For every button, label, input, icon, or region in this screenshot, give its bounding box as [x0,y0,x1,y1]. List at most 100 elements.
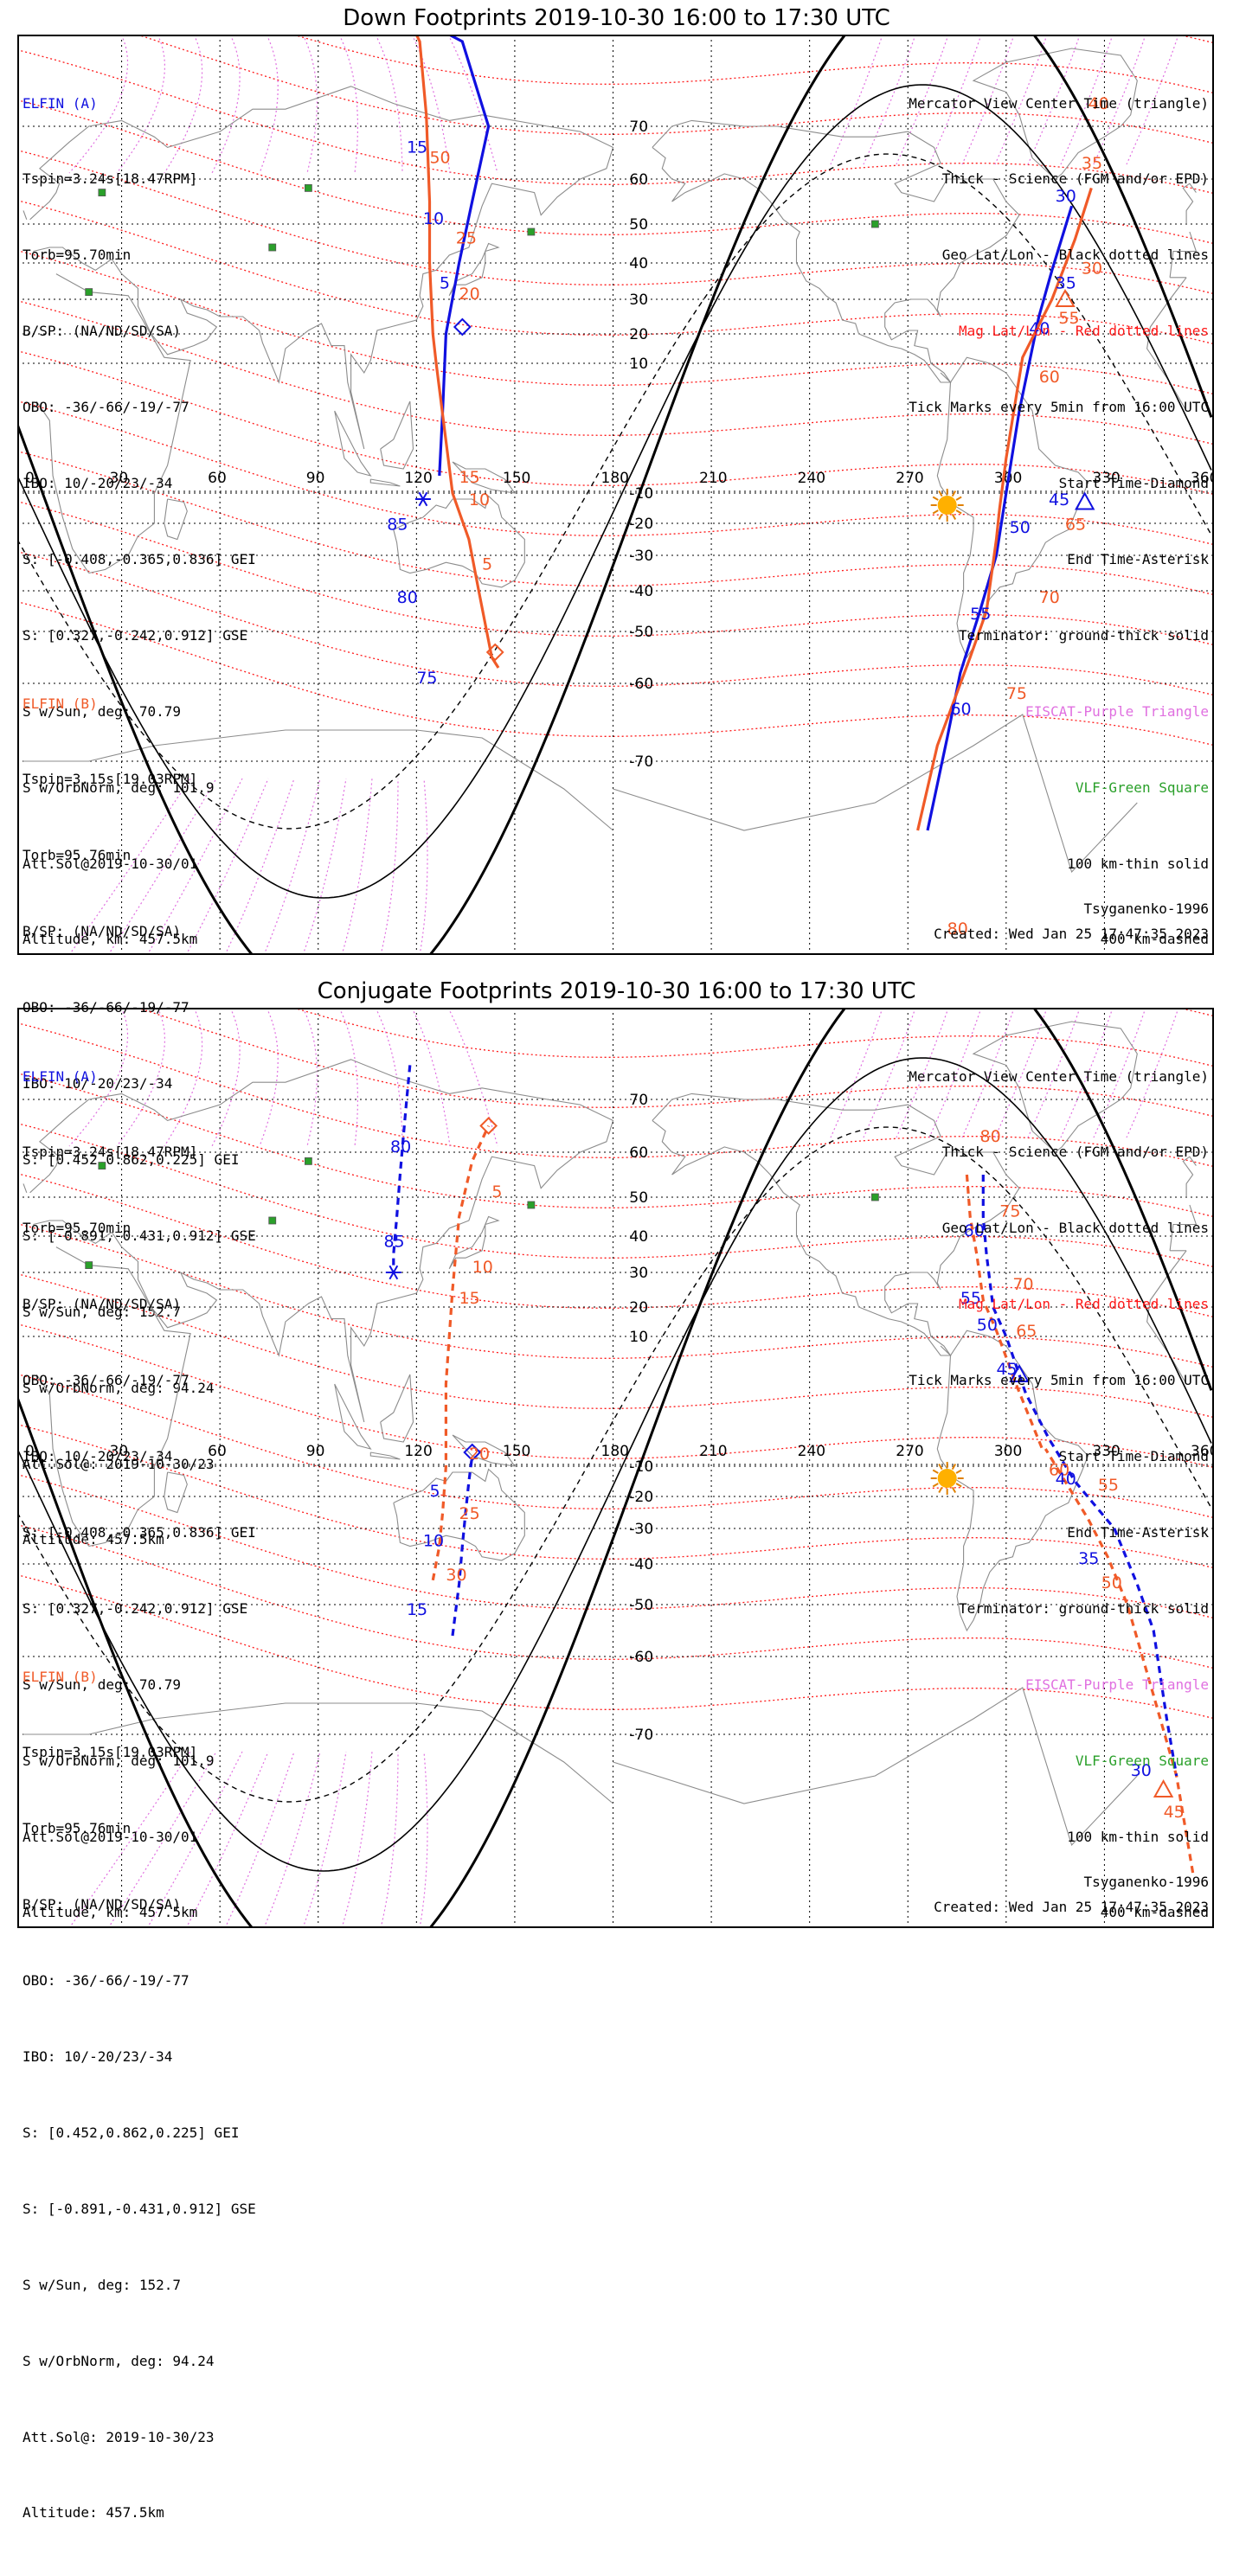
meridian-top-right [1126,1008,1179,1138]
meridian-bottom [68,778,191,955]
created-date: Created: Wed Jan 25 17:47:35 2023 [934,1899,1209,1915]
time-tick-label: 55 [960,1289,981,1308]
elfin-b-ibo: IBO: 10/-20/23/-34 [22,2048,173,2066]
end-asterisk [389,1265,399,1280]
lat-tick-label: -70 [629,753,653,771]
lon-tick-label: 120 [404,1443,432,1460]
meridian-top [375,35,403,174]
sun-ray [955,1469,962,1474]
lat-tick-label: 10 [629,356,648,373]
coastline [1182,1156,1197,1197]
meridian-bottom [419,778,428,955]
lon-tick-label: 30 [110,1443,129,1460]
lon-tick-label: 180 [601,1443,629,1460]
coastline [613,714,1138,874]
terminator-ground [17,35,1213,955]
meridian-top-right [1060,1008,1114,1138]
meridian-bottom [302,778,347,955]
coastline [448,1215,500,1270]
sun-ray [932,509,939,515]
sun-ray [932,1483,939,1488]
sun-icon [930,489,964,522]
sun-icon [930,1462,964,1495]
time-tick-label: 5 [429,1482,440,1501]
coastline [936,356,1089,659]
meridian-top [259,35,279,174]
lat-tick-label: 40 [629,1228,648,1246]
time-tick-label: 50 [429,149,450,168]
terminator-group [17,1008,1213,1928]
lat-tick-label: -70 [629,1727,653,1744]
meridian-top [164,35,203,174]
time-tick-label: 45 [1164,1803,1185,1822]
coastline [652,119,1020,383]
legend-100km: 100 km-thin solid [1067,855,1209,872]
time-tick-label: 10 [469,490,490,509]
meridian-bottom [380,1751,399,1928]
time-tick-label: 5 [440,273,450,292]
elfin-b-info: ELFIN (B) Tspin=3.15s[19.03RPM] Torb=95.… [22,640,256,1603]
legend-ticks: Tick Marks every 5min from 16:00 UTC [909,1372,1209,1389]
meridian-bottom [107,778,217,955]
trace-b1 [414,35,500,669]
trace-c2 [965,1174,1044,1450]
start-diamond [485,643,504,662]
trace-a2 [392,1065,412,1272]
lon-tick-label: 0 [25,470,35,487]
meridian-top-right [1126,35,1179,165]
map-layers: 0306090120150180210240270300330360706050… [17,1008,1214,1928]
elfin-a-obo: OBO: -36/-66/-19/-77 [22,399,189,416]
mag-lat-line [17,300,1214,445]
time-tick-label: 15 [407,1600,427,1619]
lat-tick-label: -10 [629,1458,653,1476]
coastline [393,495,525,588]
model-name: Tsyganenko-1996 [1083,1874,1210,1890]
time-tick-label: 35 [1078,1549,1099,1568]
time-tick-label: 15 [459,468,480,487]
trace-c1 [981,1175,1178,1777]
meridian-top-right [1027,1008,1081,1138]
meridian-top [259,1008,279,1147]
coastline [334,410,372,477]
legend-start: Start Time-Diamond [1058,1448,1209,1465]
elfin-b-header: ELFIN (B) [22,1668,98,1685]
sun-ray [938,513,943,520]
time-tick-label: 85 [383,1233,404,1252]
legend-100km: 100 km-thin solid [1067,1828,1209,1845]
lat-tick-label: -30 [629,1521,653,1538]
elfin-b-orbnorm-angle: S w/OrbNorm, deg: 94.24 [22,1379,215,1396]
lon-tick-label: 240 [798,1443,825,1460]
legend-end: End Time-Asterisk [1067,1523,1209,1541]
lon-tick-label: 0 [25,1443,35,1460]
meridian-top-right [1093,1008,1146,1138]
coastline [55,273,191,574]
time-tick-label: 30 [1056,187,1076,206]
time-tick-label: 55 [970,605,991,624]
lat-tick-label: 60 [629,1144,648,1162]
elfin-b-obo: OBO: -36/-66/-19/-77 [22,1972,189,1990]
meridian-top-right [863,35,916,165]
meridian-bottom [419,1751,428,1928]
end-asterisk [418,491,428,507]
sun-ray [955,496,962,501]
map-frame [17,35,1214,955]
time-tick-label: 85 [387,515,408,534]
mag-lat-line [17,451,1214,596]
time-tick-label: 50 [1010,518,1031,537]
legend-geo: Geo Lat/Lon - Black dotted lines [941,247,1209,264]
elfin-b-bsp: B/SP: (NA/ND/SD/SA) [22,923,182,940]
meridian-top [116,35,166,174]
coastline [380,400,414,470]
lat-tick-label: -10 [629,485,653,503]
vlf-stations [85,183,879,297]
lon-tick-label: 150 [503,1443,530,1460]
lon-tick-label: 120 [404,470,432,487]
elfin-a-header: ELFIN (A) [22,94,98,112]
meridian-top [338,1008,359,1147]
elfin-b-orbnorm-angle: S w/OrbNorm, deg: 94.24 [22,2352,215,2369]
coastline [972,48,1138,180]
time-tick-label: 80 [980,1127,1001,1146]
mag-lat-line [17,1123,1214,1268]
mag-lat-line [135,35,1214,144]
elfin-b-torb: Torb=95.76min [22,847,132,864]
